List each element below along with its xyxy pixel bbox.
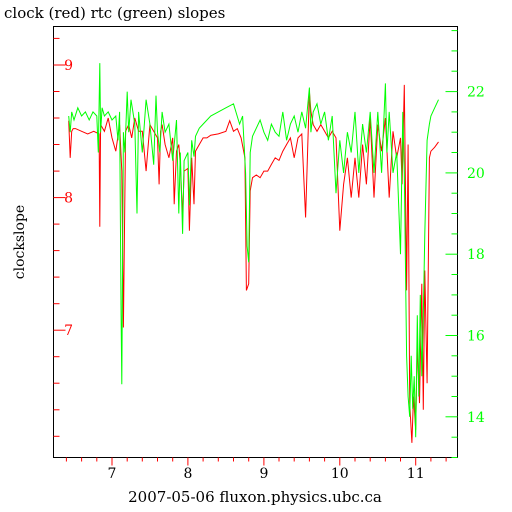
y-left-tick-label: 9 <box>64 58 73 74</box>
x-tick-label: 10 <box>331 466 349 482</box>
y-right-tick-label: 18 <box>467 247 485 263</box>
chart-title: clock (red) rtc (green) slopes <box>4 4 225 22</box>
x-tick-label: 7 <box>108 466 117 482</box>
y-right-tick-label: 16 <box>467 329 485 345</box>
y-left-tick-label: 8 <box>64 191 73 207</box>
y-left-tick-label: 7 <box>64 323 73 339</box>
x-tick-label: 11 <box>407 466 425 482</box>
series-layer <box>68 63 439 443</box>
y-right-tick-label: 20 <box>467 166 485 182</box>
plot-frame <box>53 26 458 458</box>
series-line-green <box>68 63 439 438</box>
y-right-tick-label: 14 <box>467 410 485 426</box>
y-axis-label: clockslope <box>12 205 28 279</box>
x-tick-label: 9 <box>259 466 268 482</box>
axes-layer: 7 8 9 10 11 7 8 9 14 16 18 20 22 <box>53 30 485 482</box>
x-tick-label: 8 <box>183 466 192 482</box>
x-axis-label: 2007-05-06 fluxon.physics.ubc.ca <box>128 488 382 506</box>
y-right-tick-label: 22 <box>467 85 485 101</box>
